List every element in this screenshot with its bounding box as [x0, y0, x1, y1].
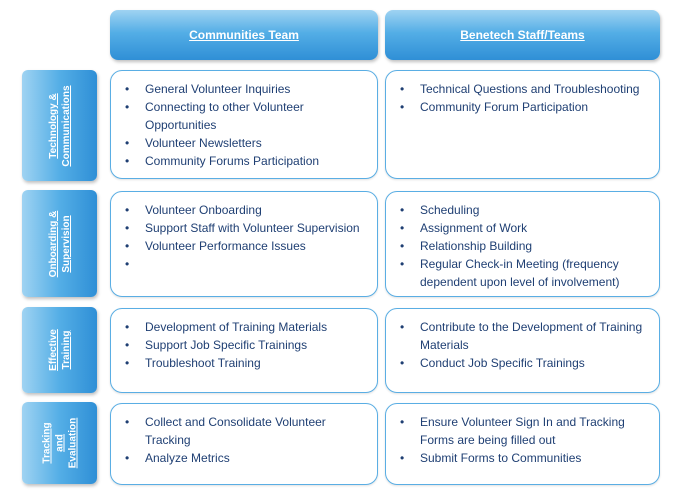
bullet-list: Ensure Volunteer Sign In and Tracking Fo… — [386, 404, 659, 467]
list-item: Submit Forms to Communities — [400, 449, 649, 467]
bullet-list: Volunteer Onboarding Support Staff with … — [111, 192, 377, 273]
list-item: Support Job Specific Trainings — [125, 336, 367, 354]
cell-communities-tracking: Collect and Consolidate Volunteer Tracki… — [110, 403, 378, 485]
list-item: Development of Training Materials — [125, 318, 367, 336]
list-item: Volunteer Onboarding — [125, 201, 367, 219]
bullet-list: Development of Training Materials Suppor… — [111, 309, 377, 372]
row-label-text: Tracking and Evaluation — [41, 417, 78, 469]
row-label-text: Effective Training — [47, 329, 72, 371]
list-item: Technical Questions and Troubleshooting — [400, 80, 649, 98]
header-benetech-staff: Benetech Staff/Teams — [385, 10, 660, 60]
list-item: Regular Check-in Meeting (frequency depe… — [400, 255, 649, 291]
cell-benetech-technology: Technical Questions and Troubleshooting … — [385, 70, 660, 179]
list-item: Connecting to other Volunteer Opportunit… — [125, 98, 367, 134]
header-benetech-staff-label: Benetech Staff/Teams — [460, 28, 585, 42]
list-item: Relationship Building — [400, 237, 649, 255]
row-label-effective-training: Effective Training — [22, 307, 97, 393]
list-item: Support Staff with Volunteer Supervision — [125, 219, 367, 237]
cell-benetech-tracking: Ensure Volunteer Sign In and Tracking Fo… — [385, 403, 660, 485]
list-item: Volunteer Newsletters — [125, 134, 367, 152]
list-item: Troubleshoot Training — [125, 354, 367, 372]
bullet-list: Technical Questions and Troubleshooting … — [386, 71, 659, 116]
bullet-list: Collect and Consolidate Volunteer Tracki… — [111, 404, 377, 467]
row-label-text: Technology & Communications — [47, 84, 72, 167]
list-item — [125, 255, 367, 273]
list-item: Community Forums Participation — [125, 152, 367, 170]
cell-benetech-onboarding: Scheduling Assignment of Work Relationsh… — [385, 191, 660, 297]
list-item: Analyze Metrics — [125, 449, 367, 467]
bullet-list: General Volunteer Inquiries Connecting t… — [111, 71, 377, 170]
list-item: Collect and Consolidate Volunteer Tracki… — [125, 413, 367, 449]
cell-benetech-training: Contribute to the Development of Trainin… — [385, 308, 660, 393]
list-item: General Volunteer Inquiries — [125, 80, 367, 98]
list-item: Contribute to the Development of Trainin… — [400, 318, 649, 354]
list-item: Conduct Job Specific Trainings — [400, 354, 649, 372]
header-communities-team-label: Communities Team — [189, 28, 299, 42]
bullet-list: Contribute to the Development of Trainin… — [386, 309, 659, 372]
list-item: Scheduling — [400, 201, 649, 219]
row-label-tracking-evaluation: Tracking and Evaluation — [22, 402, 97, 484]
cell-communities-technology: General Volunteer Inquiries Connecting t… — [110, 70, 378, 179]
row-label-text: Onboarding & Supervision — [47, 210, 72, 277]
cell-communities-onboarding: Volunteer Onboarding Support Staff with … — [110, 191, 378, 297]
list-item: Community Forum Participation — [400, 98, 649, 116]
list-item: Volunteer Performance Issues — [125, 237, 367, 255]
cell-communities-training: Development of Training Materials Suppor… — [110, 308, 378, 393]
header-communities-team: Communities Team — [110, 10, 378, 60]
list-item: Ensure Volunteer Sign In and Tracking Fo… — [400, 413, 649, 449]
bullet-list: Scheduling Assignment of Work Relationsh… — [386, 192, 659, 291]
row-label-onboarding-supervision: Onboarding & Supervision — [22, 190, 97, 297]
row-label-technology-communications: Technology & Communications — [22, 70, 97, 181]
list-item: Assignment of Work — [400, 219, 649, 237]
